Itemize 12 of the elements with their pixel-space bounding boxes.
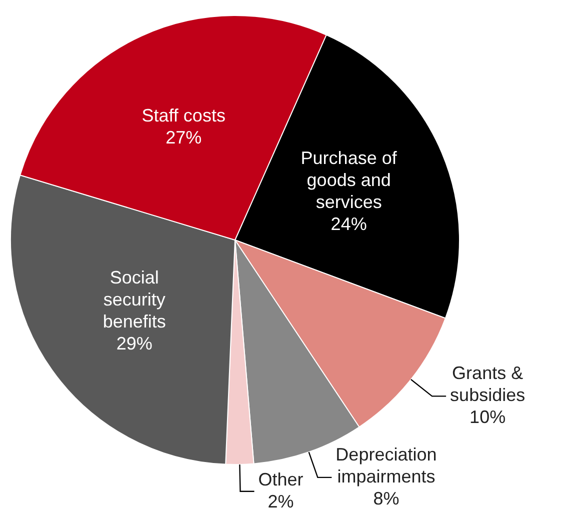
slice-label: Depreciation impairments bbox=[336, 444, 437, 486]
data-label: 2% bbox=[268, 491, 294, 512]
slice-label: Grants & subsidies bbox=[450, 363, 526, 406]
slice-label: Staff costs bbox=[142, 106, 226, 126]
data-label: 10% bbox=[470, 407, 506, 428]
data-label: 24% bbox=[330, 214, 367, 234]
data-label: 8% bbox=[373, 488, 400, 508]
slice-label: Social security benefits bbox=[102, 267, 166, 332]
slice-label: Purchase of goods and services bbox=[300, 148, 398, 212]
data-label: 27% bbox=[166, 128, 202, 148]
slice-label: Other bbox=[258, 469, 304, 490]
data-label: 29% bbox=[116, 333, 152, 354]
